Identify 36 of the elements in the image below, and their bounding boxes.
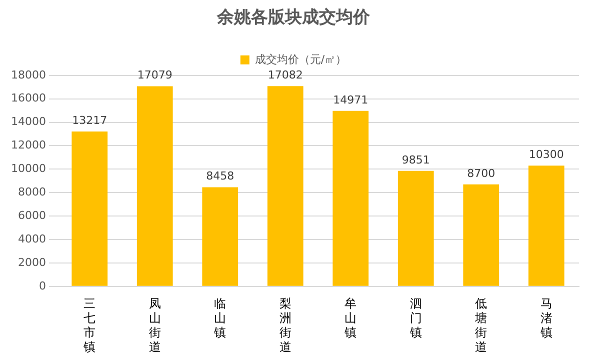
- y-tick-label: 6000: [18, 208, 46, 222]
- bar: [202, 187, 238, 286]
- bar: [136, 86, 173, 286]
- y-tick-label: 8000: [18, 185, 46, 198]
- data-label: 8700: [467, 166, 496, 180]
- x-tick-label: 泗门镇: [408, 296, 422, 340]
- chart-title: 余姚各版块成交均价: [216, 8, 371, 28]
- y-tick-label: 14000: [10, 115, 46, 128]
- data-label: 10300: [528, 148, 564, 162]
- y-tick-label: 12000: [10, 138, 46, 152]
- data-label: 17082: [268, 68, 303, 82]
- data-label: 13217: [72, 114, 108, 127]
- bar: [528, 166, 564, 286]
- data-label: 8458: [206, 170, 234, 183]
- y-tick-label: 10000: [10, 162, 46, 176]
- bar: [398, 170, 434, 286]
- x-tick-label: 梨洲街道: [279, 296, 292, 354]
- legend-label: 成交均价（元/㎡）: [254, 52, 347, 66]
- x-tick-label: 马渚镇: [539, 296, 552, 340]
- data-label: 14971: [333, 93, 368, 106]
- x-tick-label: 三七市镇: [82, 296, 96, 354]
- bar: [267, 86, 304, 286]
- x-tick-label: 低塘街道: [474, 296, 488, 354]
- bar: [463, 184, 500, 286]
- data-label: 17079: [137, 68, 172, 82]
- bar: [72, 131, 108, 286]
- x-tick-label: 凤山街道: [148, 296, 161, 354]
- y-tick-label: 16000: [10, 92, 46, 105]
- y-tick-label: 2000: [18, 256, 46, 269]
- y-tick-label: 18000: [10, 68, 46, 82]
- y-tick-label: 4000: [18, 232, 46, 246]
- data-label: 9851: [402, 153, 430, 166]
- y-tick-label: 0: [38, 279, 46, 292]
- bar: [332, 110, 369, 286]
- x-tick-label: 牟山镇: [344, 296, 357, 340]
- x-tick-label: 临山镇: [213, 296, 226, 340]
